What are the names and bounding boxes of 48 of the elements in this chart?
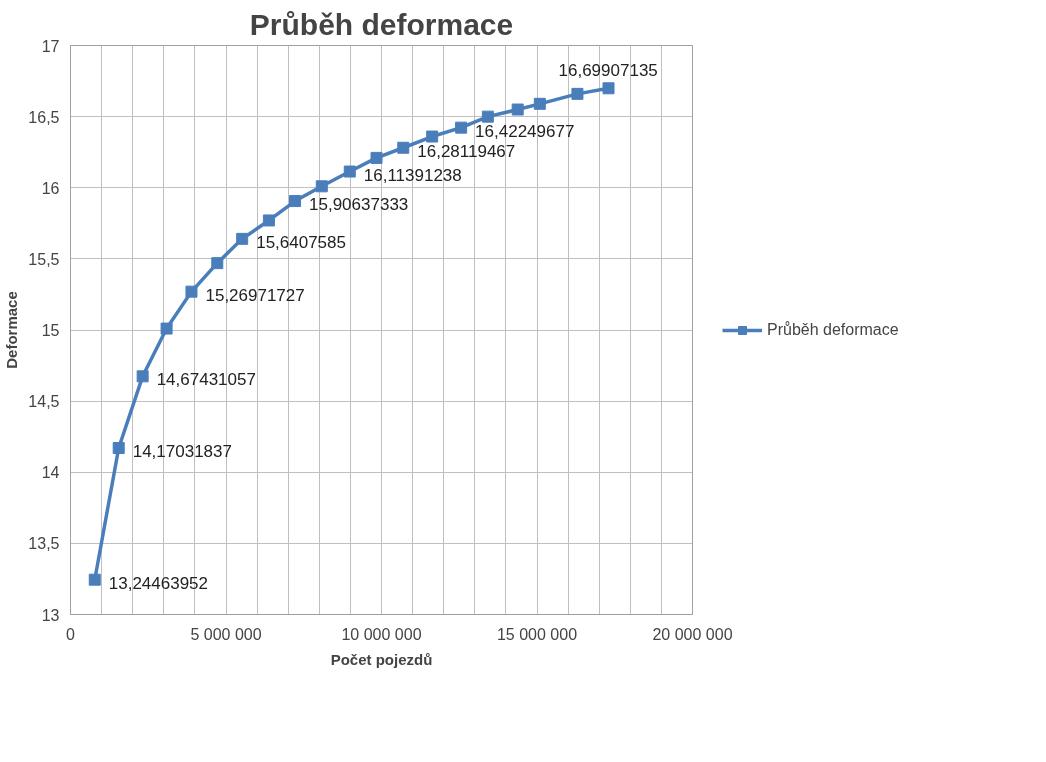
point (136, 370, 149, 383)
point (236, 232, 249, 245)
data-label: 13,24463952 (108, 573, 209, 593)
data-label: 16,42249677 (475, 121, 575, 141)
point (88, 573, 101, 586)
x-tick-label: 15 000 000 (496, 625, 578, 643)
x-tick-label: 10 000 000 (341, 625, 422, 643)
data-label: 15,6407585 (256, 232, 346, 252)
point (343, 165, 356, 178)
point (571, 87, 584, 100)
point (289, 195, 302, 208)
y-tick-label: 14 (41, 464, 60, 482)
data-label: 14,67431057 (156, 370, 256, 390)
y-tick-label: 13,5 (28, 535, 60, 553)
x-tick-label: 20 000 000 (652, 625, 733, 643)
data-label: 14,17031837 (132, 442, 232, 462)
data-label: 16,11391238 (363, 165, 462, 185)
y-tick-label: 14,5 (28, 393, 60, 411)
point (481, 110, 494, 123)
y-axis-title: Deformace (3, 291, 21, 369)
data-label: 15,90637333 (309, 195, 409, 215)
y-tick-label: 13 (41, 606, 60, 624)
y-tick-label: 16 (41, 179, 60, 197)
legend-label: Průběh deformace (767, 320, 899, 339)
point (511, 103, 524, 116)
point (185, 285, 198, 298)
point (160, 322, 173, 335)
data-label: 16,28119467 (417, 141, 516, 161)
point (211, 257, 224, 270)
point (262, 214, 275, 227)
y-tick-label: 16,5 (28, 108, 60, 126)
data-label: 16,69907135 (558, 61, 658, 81)
y-tick-label: 15,5 (28, 250, 60, 268)
point (370, 151, 383, 164)
x-tick-label: 5 000 000 (190, 625, 262, 643)
point (602, 82, 615, 95)
point (315, 180, 328, 193)
point (426, 130, 439, 143)
y-tick-label: 17 (41, 37, 60, 55)
point (455, 121, 468, 134)
chart-title: Průběh deformace (249, 7, 514, 41)
point (397, 141, 410, 154)
x-tick-label: 0 (66, 625, 76, 643)
x-axis-title: Počet pojezdů (330, 650, 433, 668)
point (112, 442, 125, 455)
y-tick-label: 15 (41, 322, 60, 339)
point (533, 97, 546, 110)
data-label: 15,26971727 (205, 285, 305, 305)
